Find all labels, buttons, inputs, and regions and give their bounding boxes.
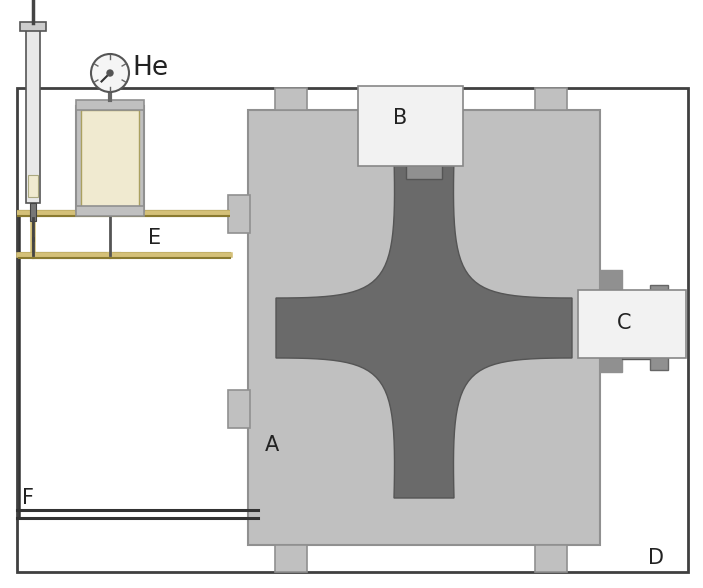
Polygon shape bbox=[28, 175, 38, 197]
Polygon shape bbox=[276, 158, 572, 498]
Polygon shape bbox=[26, 28, 40, 203]
Text: F: F bbox=[22, 488, 34, 508]
Polygon shape bbox=[81, 110, 139, 207]
Polygon shape bbox=[600, 340, 622, 372]
Text: E: E bbox=[148, 228, 161, 248]
Polygon shape bbox=[412, 110, 436, 170]
Polygon shape bbox=[20, 22, 46, 31]
Polygon shape bbox=[275, 88, 307, 110]
Polygon shape bbox=[76, 106, 144, 211]
Text: C: C bbox=[617, 313, 631, 333]
Polygon shape bbox=[600, 270, 622, 302]
Polygon shape bbox=[275, 545, 307, 572]
Polygon shape bbox=[535, 545, 567, 572]
Polygon shape bbox=[358, 86, 463, 166]
Polygon shape bbox=[228, 390, 250, 428]
Polygon shape bbox=[535, 88, 567, 110]
Polygon shape bbox=[416, 102, 432, 112]
Polygon shape bbox=[406, 165, 442, 179]
Polygon shape bbox=[30, 203, 36, 221]
Polygon shape bbox=[76, 206, 144, 216]
Text: B: B bbox=[393, 108, 407, 128]
Circle shape bbox=[91, 54, 129, 92]
Text: He: He bbox=[132, 55, 168, 81]
Polygon shape bbox=[578, 290, 686, 358]
Text: A: A bbox=[265, 435, 279, 455]
Polygon shape bbox=[248, 110, 600, 545]
Circle shape bbox=[107, 70, 113, 76]
Polygon shape bbox=[228, 195, 250, 233]
Polygon shape bbox=[622, 343, 652, 359]
Polygon shape bbox=[650, 285, 668, 370]
Polygon shape bbox=[17, 88, 688, 572]
Polygon shape bbox=[76, 100, 144, 110]
Polygon shape bbox=[622, 295, 652, 311]
Text: D: D bbox=[648, 548, 664, 568]
